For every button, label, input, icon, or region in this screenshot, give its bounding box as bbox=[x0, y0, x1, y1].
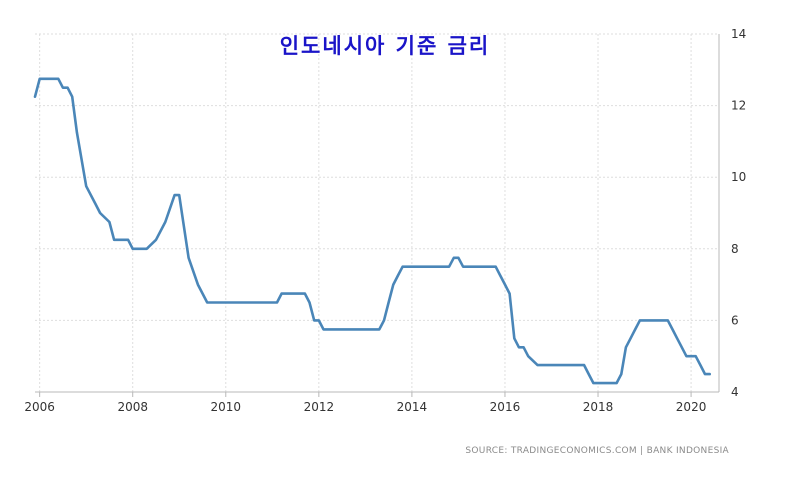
x-tick-label: 2016 bbox=[490, 400, 521, 414]
x-tick-label: 2012 bbox=[304, 400, 335, 414]
y-tick-label: 12 bbox=[731, 99, 746, 113]
axis-layer bbox=[35, 34, 720, 397]
x-tick-label: 2014 bbox=[397, 400, 428, 414]
source-note: SOURCE: TRADINGECONOMICS.COM | BANK INDO… bbox=[465, 446, 729, 456]
x-tick-label: 2018 bbox=[583, 400, 614, 414]
y-tick-label: 10 bbox=[731, 170, 746, 184]
series-layer bbox=[33, 77, 712, 385]
x-tick-label: 2020 bbox=[676, 400, 707, 414]
series-line bbox=[33, 77, 712, 385]
x-tick-label: 2006 bbox=[24, 400, 55, 414]
grid-layer bbox=[35, 33, 719, 393]
y-tick-label: 14 bbox=[731, 27, 746, 41]
chart-title: 인도네시아 기준 금리 bbox=[280, 33, 491, 58]
y-tick-label: 4 bbox=[731, 385, 739, 399]
tick-label-layer: 4 6 8 10 12 14 2006 2008 2010 2012 2014 2016 2018 202… bbox=[24, 27, 746, 414]
y-tick-label: 8 bbox=[731, 242, 739, 256]
x-tick-label: 2010 bbox=[211, 400, 242, 414]
y-tick-label: 6 bbox=[731, 313, 739, 327]
x-tick-label: 2008 bbox=[117, 400, 148, 414]
